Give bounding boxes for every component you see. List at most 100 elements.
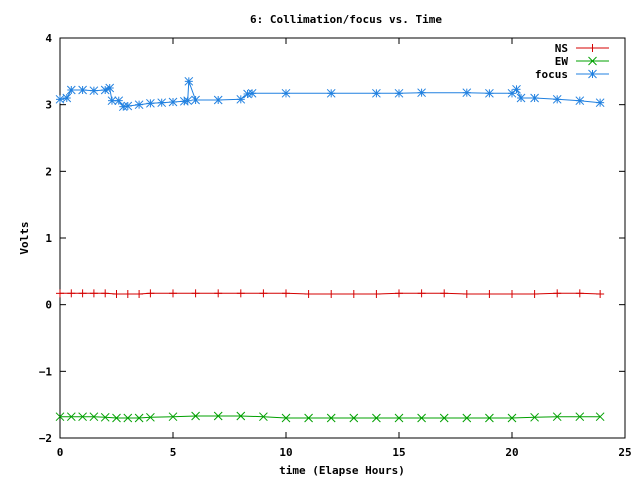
data-point-ew bbox=[213, 411, 223, 421]
series-layer bbox=[55, 76, 605, 423]
data-point-ew bbox=[191, 411, 200, 421]
series-ew bbox=[55, 411, 605, 423]
data-point-focus bbox=[236, 94, 246, 104]
x-axis: 0 5 10 15 20 25 bbox=[57, 38, 632, 459]
data-point-focus bbox=[552, 94, 562, 104]
data-point-focus bbox=[157, 98, 167, 108]
data-point-focus bbox=[417, 88, 426, 98]
data-point-ns bbox=[395, 289, 403, 298]
data-point-ns bbox=[191, 289, 200, 298]
data-point-ns bbox=[440, 289, 449, 298]
data-point-focus bbox=[462, 88, 472, 98]
data-point-focus bbox=[66, 85, 76, 95]
x-tick-label: 5 bbox=[170, 446, 177, 459]
y-tick-label: 1 bbox=[45, 232, 52, 245]
data-point-ns bbox=[304, 290, 313, 298]
x-tick-label: 10 bbox=[279, 446, 292, 459]
data-point-focus bbox=[62, 93, 72, 103]
data-point-ew bbox=[89, 412, 99, 422]
data-point-focus bbox=[55, 94, 65, 104]
data-point-ns bbox=[112, 290, 121, 298]
data-point-ns bbox=[259, 289, 268, 298]
data-point-ew bbox=[304, 413, 313, 423]
chart-title: 6: Collimation/focus vs. Time bbox=[250, 13, 442, 26]
data-point-ns bbox=[485, 290, 494, 298]
data-point-ns bbox=[508, 290, 516, 298]
data-point-focus bbox=[78, 85, 87, 95]
data-point-focus bbox=[183, 96, 193, 106]
data-point-ns bbox=[78, 289, 87, 298]
data-point-ns bbox=[56, 289, 64, 298]
y-tick-label: 3 bbox=[45, 99, 52, 112]
y-axis-label: Volts bbox=[18, 221, 31, 254]
data-point-ew bbox=[55, 412, 65, 422]
data-point-focus bbox=[123, 101, 133, 111]
data-point-ew bbox=[100, 412, 110, 422]
y-tick-label: 4 bbox=[45, 32, 52, 45]
data-point-ew bbox=[168, 412, 178, 422]
data-point-ns bbox=[214, 289, 223, 298]
data-point-focus bbox=[595, 98, 605, 108]
data-point-ns bbox=[101, 289, 110, 298]
data-point-ew bbox=[595, 412, 605, 422]
data-point-focus bbox=[191, 95, 200, 105]
data-point-focus bbox=[394, 88, 404, 98]
data-point-ew bbox=[123, 413, 133, 423]
data-point-ew bbox=[394, 413, 404, 423]
data-point-ns bbox=[349, 290, 358, 298]
data-point-focus bbox=[575, 96, 585, 106]
data-point-focus bbox=[372, 88, 381, 98]
x-tick-label: 25 bbox=[618, 446, 631, 459]
data-point-ew bbox=[326, 413, 336, 423]
data-point-focus bbox=[530, 93, 539, 103]
y-tick-label: −2 bbox=[39, 432, 52, 445]
legend-label: focus bbox=[535, 68, 568, 81]
data-point-ns bbox=[135, 290, 144, 298]
y-tick-label: 0 bbox=[45, 299, 52, 312]
data-point-ew bbox=[485, 413, 494, 423]
legend-label: NS bbox=[555, 42, 568, 55]
data-point-ew bbox=[349, 413, 359, 423]
data-point-focus bbox=[134, 100, 144, 110]
data-point-ew bbox=[462, 413, 472, 423]
data-point-focus bbox=[516, 93, 526, 103]
data-point-focus bbox=[485, 88, 494, 98]
data-point-ew bbox=[78, 412, 87, 422]
data-point-ew bbox=[134, 413, 144, 423]
data-point-focus bbox=[512, 84, 521, 94]
data-point-ew bbox=[236, 411, 246, 421]
legend-swatch-marker bbox=[588, 56, 597, 66]
data-point-ew bbox=[417, 413, 426, 423]
data-point-ew bbox=[66, 412, 76, 422]
data-point-ew bbox=[507, 413, 517, 423]
series-ns bbox=[56, 289, 605, 298]
data-point-focus bbox=[213, 95, 223, 105]
data-point-focus bbox=[326, 88, 336, 98]
x-axis-label: time (Elapse Hours) bbox=[279, 464, 405, 477]
data-point-ns bbox=[236, 289, 245, 298]
data-point-focus bbox=[105, 83, 115, 93]
data-point-focus bbox=[247, 88, 257, 98]
data-point-ns bbox=[169, 289, 177, 298]
data-point-ew bbox=[575, 412, 585, 422]
data-point-ew bbox=[112, 413, 121, 423]
x-tick-label: 15 bbox=[392, 446, 405, 459]
y-axis: −2 −1 0 1 2 3 4 bbox=[39, 32, 625, 445]
y-tick-label: 2 bbox=[45, 165, 52, 178]
data-point-ns bbox=[282, 289, 290, 298]
data-point-ns bbox=[530, 290, 539, 298]
data-point-ew bbox=[281, 413, 291, 423]
data-point-ew bbox=[259, 412, 268, 422]
data-point-ew bbox=[146, 412, 155, 422]
data-point-ns bbox=[327, 290, 336, 298]
data-point-ns bbox=[553, 289, 562, 298]
data-point-ew bbox=[439, 413, 449, 423]
data-point-ew bbox=[372, 413, 381, 423]
y-tick-label: −1 bbox=[39, 365, 53, 378]
data-point-ns bbox=[596, 290, 605, 298]
data-point-ns bbox=[372, 290, 381, 298]
data-point-ns bbox=[67, 289, 76, 298]
